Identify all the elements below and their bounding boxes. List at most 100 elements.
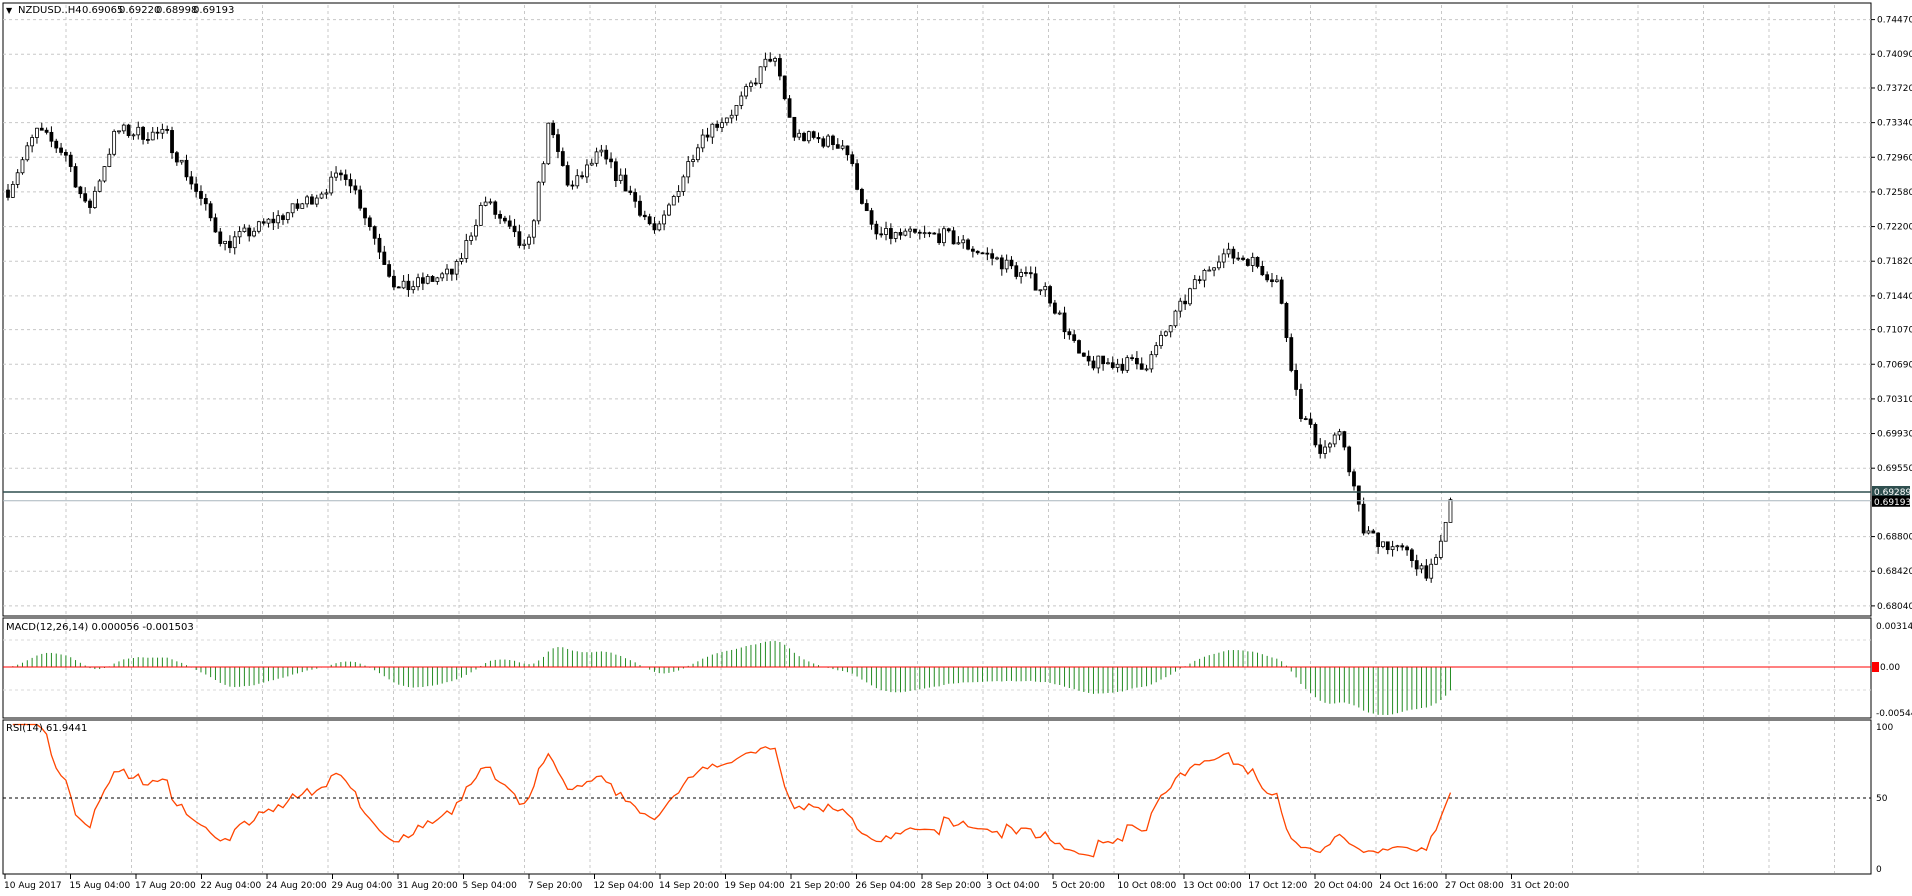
candle-body [922,232,927,235]
candle-body [512,225,517,233]
time-label: 22 Aug 04:00 [201,881,262,891]
candle-body [1274,279,1279,282]
candle-body [917,231,922,234]
candle-body [667,204,671,216]
candle-body [980,252,985,255]
candle-body [1048,286,1052,304]
candle-body [985,252,990,255]
price-tick-label: 0.68800 [1877,533,1912,543]
candle-body [232,236,237,249]
candle-body [1052,302,1057,314]
candle-body [367,217,372,228]
candle-body [396,286,401,289]
low-price: 0.68998 [156,5,197,16]
candle-body [1139,363,1144,370]
candle-body [126,124,131,136]
price-tick-label: 0.73340 [1877,119,1912,129]
candle-body [1192,279,1197,290]
rsi-tick-0: 0 [1876,865,1882,875]
candle-body [932,232,937,235]
candle-body [1424,565,1429,579]
candle-body [1188,288,1192,305]
candle-body [724,117,729,124]
candle-body [715,123,720,128]
rsi-panel[interactable] [2,719,1872,875]
candle-body [575,175,580,187]
candle-body [758,66,763,85]
candle-body [1149,354,1154,370]
candle-body [141,126,145,140]
candle-body [565,165,570,186]
candle-body [671,196,676,206]
candle-body [1303,418,1308,420]
candle-body [324,192,329,195]
candle-body [691,159,695,162]
candle-body [35,127,39,138]
candle-body [1405,546,1409,551]
candle-body [20,159,25,174]
candle-body [464,240,469,259]
candle-body [1183,300,1188,305]
candle-body [1434,557,1438,565]
candle-body [406,280,411,291]
rsi-label: RSI(14) 61.9441 [6,723,87,734]
candle-body [937,233,941,244]
candle-body [768,58,773,62]
time-label: 21 Sep 20:00 [790,881,850,891]
price-tick-label: 0.71440 [1877,292,1912,302]
price-tick-label: 0.74090 [1877,50,1912,60]
time-label: 14 Sep 20:00 [659,881,719,891]
candle-body [39,127,44,131]
candle-body [1173,310,1178,327]
candle-body [348,179,353,187]
candle-body [1308,418,1313,425]
price-panel[interactable] [2,2,1872,617]
price-tick-label: 0.71070 [1877,326,1912,336]
candle-body [252,230,256,237]
time-label: 5 Oct 20:00 [1052,881,1105,891]
rsi-line [12,723,1452,858]
candle-body [1120,363,1125,371]
candle-body [1004,259,1009,270]
candle-body [1390,546,1395,551]
candle-body [884,228,888,235]
candle-body [305,196,310,205]
candle-body [271,218,276,224]
candle-body [430,276,435,282]
candle-body [1163,331,1168,336]
candle-body [228,240,232,249]
candle-body [956,242,961,245]
candle-body [1221,253,1226,263]
candle-body [700,134,705,149]
rsi-tick-100: 100 [1876,723,1893,733]
header-triangle-icon[interactable]: ▼ [6,6,13,15]
candle-body [1033,273,1038,291]
candle-body [1072,334,1077,341]
candle-body [1057,312,1062,315]
candle-body [1168,325,1173,333]
candle-body [92,190,97,208]
candle-body [223,240,227,244]
candle-body [869,210,874,225]
candle-body [522,243,527,246]
candle-body [290,203,295,214]
candle-body [580,175,584,178]
candle-body [425,276,430,284]
time-label: 7 Sep 20:00 [528,881,583,891]
close-price: 0.69193 [193,5,234,16]
candle-body [498,213,502,219]
candle-body [695,147,700,161]
candle-body [1154,345,1159,356]
time-label: 15 Aug 04:00 [70,881,131,891]
candle-body [570,184,575,187]
candle-body [474,224,478,237]
candle-body [604,149,609,160]
price-tick-label: 0.70310 [1877,395,1912,405]
macd-panel[interactable] [2,617,1872,719]
candle-body [990,253,995,259]
candle-body [146,139,150,141]
candle-body [628,190,633,193]
bid-price-text: 0.69193 [1874,498,1911,508]
candle-body [1067,331,1072,336]
